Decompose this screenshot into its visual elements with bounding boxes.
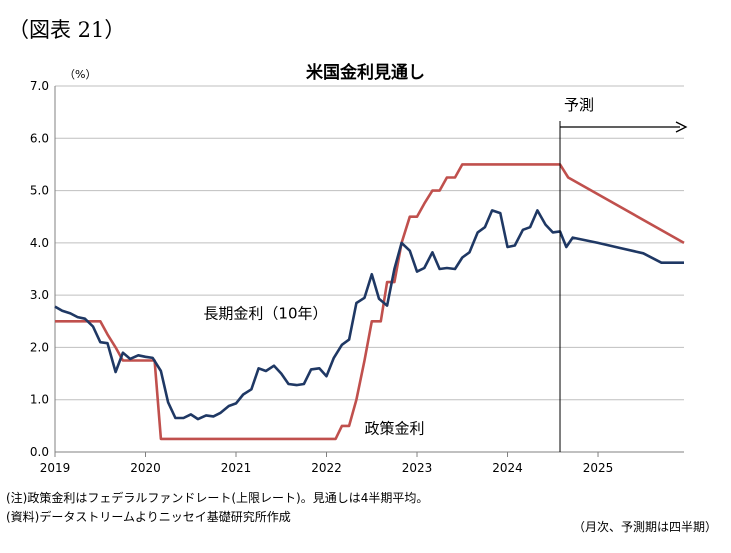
y-tick-label: 0.0 (30, 445, 49, 459)
x-tick-label: 2020 (130, 461, 161, 475)
y-tick-label: 5.0 (30, 184, 49, 198)
y-tick-label: 3.0 (30, 288, 49, 302)
note-frequency: （月次、予測期は四半期） (572, 520, 717, 534)
y-tick-labels: 0.0 1.0 2.0 3.0 4.0 5.0 6.0 7.0 (30, 79, 49, 459)
annotation-policy-rate: 政策金利 (365, 420, 425, 438)
note-policy-rate: (注)政策金利はフェデラルファンドレート(上限レート)。見通しは4半期平均。 (6, 491, 429, 505)
series-annotations: 長期金利（10年） 政策金利 (203, 305, 424, 438)
series-lines (54, 163, 685, 441)
x-tick-label: 2025 (583, 461, 614, 475)
y-axis-unit: （%） (64, 68, 97, 81)
forecast-label: 予測 (564, 96, 594, 114)
y-tick-label: 1.0 (30, 393, 49, 407)
x-tick-label: 2023 (402, 461, 433, 475)
x-tick-label: 2021 (221, 461, 252, 475)
chart-title: 米国金利見通し (306, 63, 425, 83)
x-tick-label: 2024 (492, 461, 523, 475)
x-tick-label: 2019 (40, 461, 71, 475)
y-tick-label: 2.0 (30, 340, 49, 354)
figure-label: （図表 21） (8, 18, 126, 42)
forecast-arrow-head (675, 121, 688, 133)
annotation-10y-yield: 長期金利（10年） (203, 305, 327, 323)
x-tick-label: 2022 (311, 461, 342, 475)
y-tick-label: 7.0 (30, 79, 49, 93)
series-line-policy-rate (55, 163, 685, 441)
forecast-marker: 予測 (559, 96, 688, 452)
note-source: (資料)データストリームよりニッセイ基礎研究所作成 (6, 510, 291, 524)
grid-lines (55, 85, 684, 401)
y-tick-label: 6.0 (30, 131, 49, 145)
series-line-10y-yield (54, 209, 684, 421)
x-tick-labels: 2019 2020 2021 2022 2023 2024 2025 (40, 461, 614, 475)
plot-frame (54, 86, 684, 457)
y-tick-label: 4.0 (30, 236, 49, 250)
